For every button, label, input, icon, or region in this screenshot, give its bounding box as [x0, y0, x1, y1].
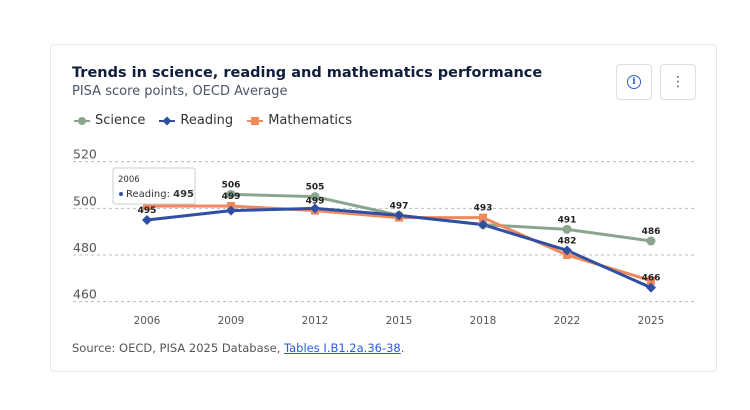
data-label: 466: [642, 274, 661, 284]
info-button[interactable]: i: [616, 64, 652, 100]
reading-point: [226, 205, 236, 216]
reading-point: [394, 210, 404, 221]
x-tick-label: 2022: [554, 315, 581, 327]
legend-label-science: Science: [95, 113, 146, 128]
source-link[interactable]: Tables I.B1.2a.36-38: [284, 341, 401, 355]
data-label: 486: [642, 227, 661, 237]
x-tick-label: 2009: [218, 315, 245, 327]
source-suffix: .: [400, 341, 405, 355]
data-label: 497: [390, 201, 409, 211]
legend-item-mathematics[interactable]: Mathematics: [247, 113, 352, 128]
reading-point: [310, 203, 320, 214]
chart-tooltip: 2006 Reading: 495: [112, 167, 196, 205]
mathematics-point: [143, 202, 151, 210]
chart-subtitle: PISA score points, OECD Average: [72, 84, 288, 99]
legend-item-reading[interactable]: Reading: [159, 113, 233, 128]
x-tick-label: 2025: [638, 315, 665, 327]
data-label: 493: [474, 204, 493, 214]
y-tick-label: 500: [73, 193, 97, 208]
x-tick-label: 2012: [302, 315, 329, 327]
data-label: 499: [222, 192, 241, 202]
science-point: [562, 224, 572, 234]
science-point: [646, 236, 656, 246]
more-vertical-icon: ⋮: [671, 74, 685, 90]
chart-card: Trends in science, reading and mathemati…: [50, 44, 717, 372]
mathematics-point: [647, 276, 655, 285]
mathematics-legend-marker-icon: [247, 116, 264, 125]
legend-label-reading: Reading: [180, 113, 234, 128]
data-label: 505: [306, 183, 325, 193]
science-legend-marker-icon: [74, 116, 90, 125]
y-tick-label: 460: [73, 287, 97, 302]
info-icon: i: [627, 75, 641, 89]
reading-point: [562, 245, 572, 256]
tooltip-box: [112, 167, 196, 205]
data-label: 491: [558, 215, 577, 225]
legend-item-science[interactable]: Science: [74, 113, 145, 128]
data-label: 506: [222, 180, 241, 190]
y-tick-label: 520: [73, 147, 97, 162]
x-tick-label: 2018: [470, 315, 497, 327]
line-chart: 520 500 480 460 2006 2009 2012 2015 2018 2022 2025…: [73, 147, 696, 327]
source-note: Source: OECD, PISA 2025 Database, Tables…: [72, 341, 404, 355]
tooltip-year: 2006: [118, 175, 140, 185]
legend-label-mathematics: Mathematics: [268, 113, 352, 128]
data-label: 495: [138, 206, 157, 216]
data-label: 482: [558, 236, 577, 246]
tooltip-value: 495: [173, 189, 194, 200]
reading-point: [142, 215, 152, 225]
mathematics-point: [479, 213, 487, 222]
x-tick-label: 2006: [134, 315, 161, 327]
science-point: [310, 192, 320, 202]
more-options-button[interactable]: ⋮: [660, 64, 696, 100]
source-prefix: Source: OECD, PISA 2025 Database,: [72, 341, 285, 355]
tooltip-label: Reading: 495: [126, 189, 194, 200]
y-tick-label: 480: [73, 240, 97, 255]
tooltip-series-dot: [119, 192, 123, 196]
reading-point: [478, 219, 488, 230]
reading-legend-marker-icon: [159, 116, 176, 125]
data-label: 499: [306, 197, 325, 207]
reading-point: [646, 282, 656, 293]
chart-legend: Science Reading Mathematics: [74, 113, 352, 128]
chart-title: Trends in science, reading and mathemati…: [72, 65, 543, 81]
x-tick-label: 2015: [386, 315, 413, 327]
science-point: [226, 189, 236, 199]
